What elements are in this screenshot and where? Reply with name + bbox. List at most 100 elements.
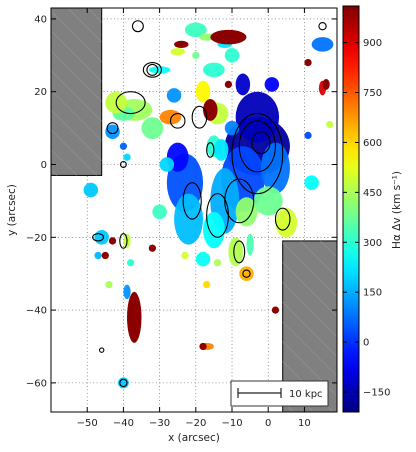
x-tick-label: −10 (221, 418, 242, 429)
velocity-patch (195, 80, 211, 103)
scale-bar: 10 kpc (230, 380, 329, 407)
velocity-patch (184, 22, 207, 38)
x-tick-label: −50 (77, 418, 98, 429)
flux-contour (251, 131, 271, 155)
flux-contour (98, 347, 105, 353)
high-velocity-patch (224, 80, 233, 89)
velocity-patch (181, 251, 189, 260)
y-axis-label: y (arcsec) (6, 184, 18, 236)
scale-bar-label: 10 kpc (289, 389, 323, 400)
velocity-patch (94, 251, 102, 260)
flux-contour (191, 105, 208, 129)
colorbar-tick-label: 600 (363, 138, 382, 149)
colorbar-tick-label: 750 (363, 88, 382, 99)
high-velocity-patch (322, 78, 330, 90)
velocity-patch (235, 197, 258, 227)
flux-contour (169, 112, 186, 129)
flux-contour (119, 161, 127, 168)
flux-contour (224, 178, 255, 224)
y-tick-label: 20 (34, 87, 47, 98)
flux-contour (233, 240, 246, 264)
flux-contour (274, 207, 291, 231)
y-tick-label: −60 (26, 378, 47, 389)
velocity-patch (141, 117, 164, 140)
velocity-patch (203, 211, 225, 249)
velocity-patch (235, 73, 251, 96)
velocity-patch (239, 266, 254, 281)
flux-contour (206, 193, 229, 238)
flux-contour (238, 120, 277, 173)
velocity-patch (213, 139, 229, 161)
plot-frame (50, 7, 338, 413)
x-axis-label: x (arcsec) (168, 432, 220, 444)
velocity-patch (127, 259, 135, 267)
flux-contour (115, 91, 146, 115)
velocity-patch (166, 88, 182, 103)
colorbar-label: Hα Δv (km s⁻¹) (391, 171, 403, 249)
high-velocity-patch (210, 29, 247, 45)
flux-contour (106, 122, 119, 135)
velocity-patch (159, 157, 175, 172)
velocity-patch (148, 66, 171, 74)
high-velocity-patch (148, 244, 156, 252)
velocity-patch (170, 48, 185, 56)
velocity-patch (246, 233, 254, 256)
velocity-patch (123, 284, 131, 300)
flux-contour (206, 142, 215, 158)
velocity-patch (203, 62, 225, 78)
velocity-patch (199, 33, 214, 41)
velocity-patch (326, 120, 334, 129)
x-tick-label: 10 (298, 418, 311, 429)
velocity-patch (235, 91, 280, 143)
velocity-patch (105, 280, 113, 289)
y-tick-label: −20 (26, 233, 47, 244)
velocity-patch (224, 120, 240, 136)
velocity-patch (174, 193, 204, 245)
velocity-patch (123, 153, 131, 161)
velocity-patch (119, 142, 128, 150)
velocity-patch (192, 51, 200, 59)
velocity-patch (224, 48, 240, 63)
high-velocity-patch (304, 58, 312, 67)
x-tick-label: −40 (113, 418, 134, 429)
flux-contour (182, 182, 202, 220)
flux-contour (146, 63, 159, 76)
velocity-patch (195, 251, 211, 267)
masked-region-hatch (51, 8, 102, 176)
colorbar (342, 5, 360, 413)
high-velocity-patch (174, 40, 189, 49)
flux-contour (142, 62, 162, 78)
y-tick-label: 0 (41, 160, 47, 171)
velocity-patch (83, 182, 99, 198)
y-tick-label: −40 (26, 306, 47, 317)
velocity-patch (152, 204, 167, 220)
velocity-patch (304, 175, 319, 190)
velocity-patch (213, 259, 222, 267)
flux-contour (119, 378, 128, 388)
colorbar-tick-label: −150 (363, 388, 390, 399)
colorbar-tick-label: 450 (363, 188, 382, 199)
velocity-patch (264, 77, 280, 92)
x-tick-label: −20 (185, 418, 206, 429)
colorbar-tick-label: 150 (363, 288, 382, 299)
colorbar-axis: −150 0 150 300 450 600 750 900 (343, 38, 390, 399)
flux-contour (242, 269, 251, 278)
velocity-patch (311, 37, 334, 52)
flux-contour (231, 112, 284, 195)
x-tick-label: 0 (265, 418, 271, 429)
high-velocity-patch (101, 251, 109, 260)
flux-contour (131, 20, 144, 33)
velocity-map (83, 22, 334, 389)
y-tick-label: 40 (34, 14, 47, 25)
velocity-patch (304, 131, 312, 140)
colorbar-tick-label: 0 (363, 338, 369, 349)
velocity-patch (228, 237, 243, 267)
velocity-patch (275, 208, 298, 238)
flux-contour (92, 233, 105, 242)
high-velocity-patch (108, 237, 117, 245)
high-velocity-patch (199, 342, 207, 351)
flux-contour (119, 233, 128, 249)
velocity-patch (105, 124, 120, 140)
axes: −50 −40 −30 −20 −10 0 10 −60 −40 −20 0 20 40 (26, 8, 337, 429)
